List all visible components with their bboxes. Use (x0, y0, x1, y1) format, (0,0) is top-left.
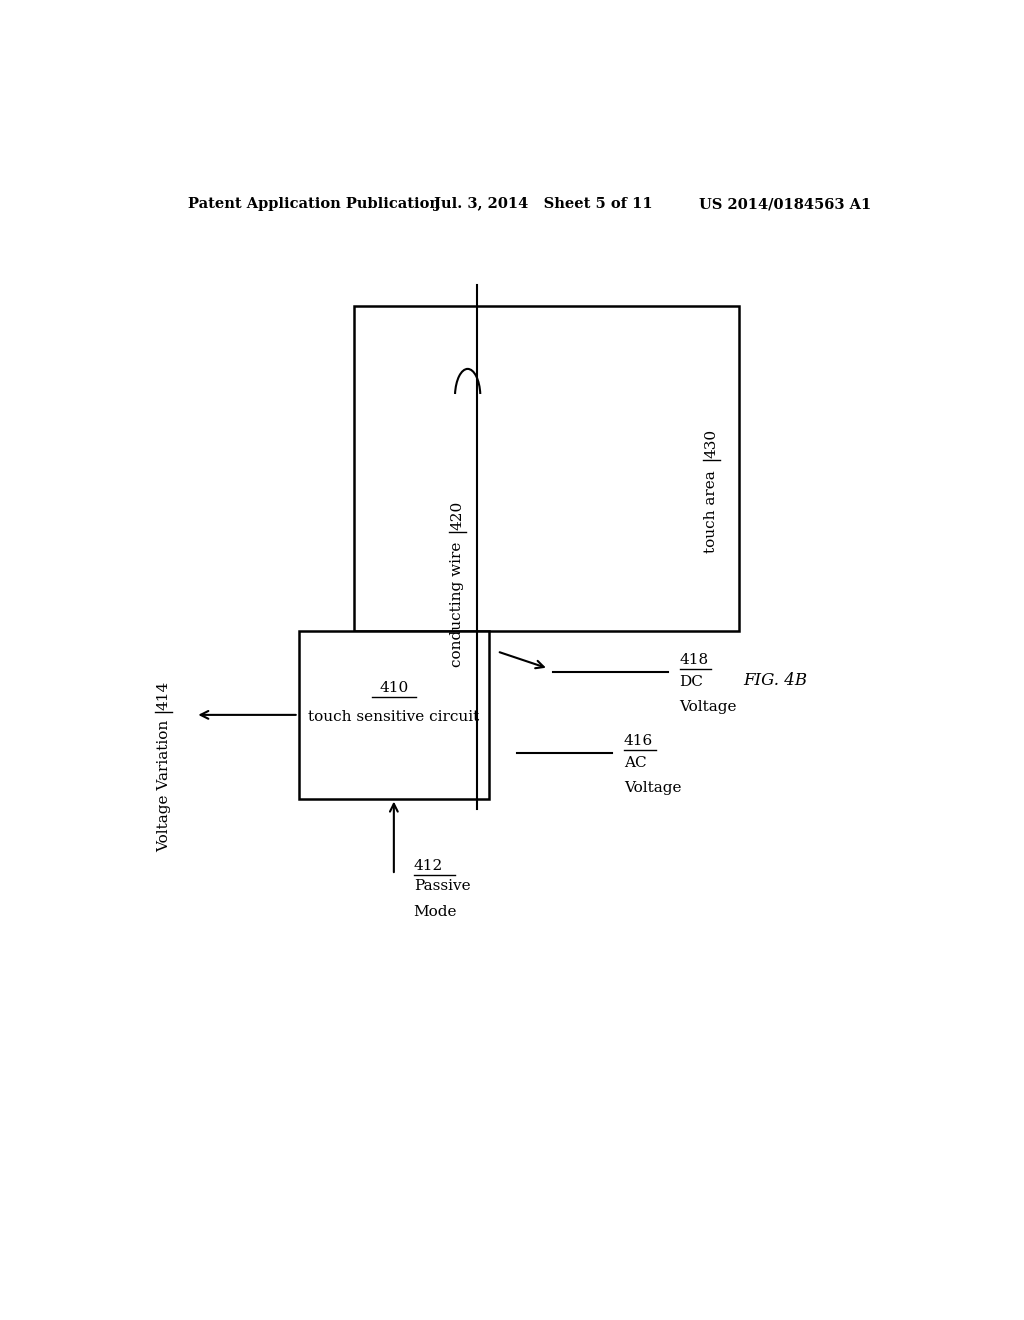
Text: AC: AC (624, 756, 646, 770)
Text: 412: 412 (414, 859, 443, 873)
Text: 410: 410 (379, 681, 409, 694)
Text: US 2014/0184563 A1: US 2014/0184563 A1 (699, 197, 871, 211)
Text: Voltage: Voltage (624, 781, 682, 796)
Text: Voltage: Voltage (680, 700, 737, 714)
Bar (354, 306, 739, 631)
Text: 414: 414 (157, 681, 171, 710)
Text: touch sensitive circuit: touch sensitive circuit (308, 710, 479, 723)
Text: FIG. 4B: FIG. 4B (743, 672, 807, 689)
Text: 430: 430 (705, 429, 718, 458)
Text: touch area: touch area (705, 470, 718, 553)
Text: Patent Application Publication: Patent Application Publication (187, 197, 439, 211)
Text: conducting wire: conducting wire (451, 543, 464, 668)
Bar (299, 631, 489, 799)
Text: Jul. 3, 2014   Sheet 5 of 11: Jul. 3, 2014 Sheet 5 of 11 (433, 197, 652, 211)
Text: Passive: Passive (414, 879, 470, 894)
Text: 420: 420 (451, 500, 464, 529)
Text: Voltage Variation: Voltage Variation (157, 719, 171, 853)
Text: 416: 416 (624, 734, 653, 748)
Text: DC: DC (680, 675, 703, 689)
Text: Mode: Mode (414, 906, 457, 920)
Text: 418: 418 (680, 652, 709, 667)
